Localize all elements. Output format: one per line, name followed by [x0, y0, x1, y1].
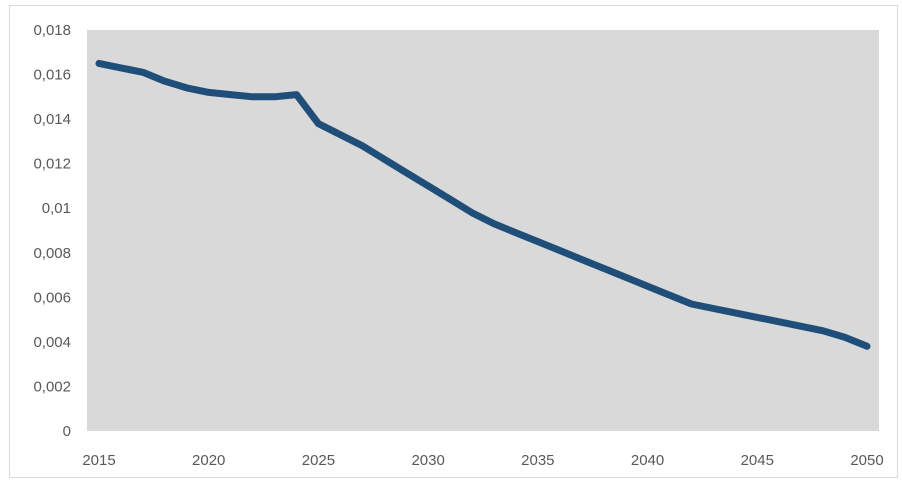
data-point	[469, 210, 475, 216]
data-point	[447, 196, 453, 202]
data-point	[315, 121, 321, 127]
data-point	[842, 334, 848, 340]
data-point	[162, 78, 168, 84]
y-tick-label: 0,008	[33, 245, 71, 262]
data-point	[645, 283, 651, 289]
data-point	[272, 94, 278, 100]
y-tick-label: 0,002	[33, 378, 71, 395]
data-point	[491, 221, 497, 227]
data-point	[601, 265, 607, 271]
data-point	[732, 310, 738, 316]
data-point	[688, 301, 694, 307]
series-layer	[95, 59, 871, 350]
data-point	[623, 274, 629, 280]
data-point	[293, 92, 299, 98]
data-point	[710, 305, 716, 311]
x-tick-label: 2015	[82, 452, 115, 469]
data-point	[425, 183, 431, 189]
y-tick-label: 0,018	[33, 22, 71, 39]
data-point	[403, 170, 409, 176]
data-point	[96, 60, 102, 66]
x-axis: 2015 2020 2025 2030 2035 2040 2045 2050	[82, 452, 883, 469]
data-point	[118, 65, 124, 71]
data-point	[798, 323, 804, 329]
x-tick-label: 2020	[192, 452, 225, 469]
x-tick-label: 2045	[741, 452, 774, 469]
data-point	[535, 239, 541, 245]
x-tick-label: 2050	[850, 452, 883, 469]
y-axis: 0 0,002 0,004 0,006 0,008 0,01 0,012 0,014 0,016…	[33, 22, 71, 440]
x-tick-label: 2025	[302, 452, 335, 469]
data-point	[359, 143, 365, 149]
data-point	[513, 230, 519, 236]
data-point	[579, 256, 585, 262]
data-point	[184, 85, 190, 91]
y-tick-label: 0,01	[42, 200, 71, 217]
data-point	[557, 248, 563, 254]
y-tick-label: 0,006	[33, 289, 71, 306]
data-point	[667, 292, 673, 298]
x-tick-label: 2035	[521, 452, 554, 469]
data-point	[228, 92, 234, 98]
x-tick-label: 2030	[411, 452, 444, 469]
x-tick-label: 2040	[631, 452, 664, 469]
y-tick-label: 0	[63, 423, 71, 440]
data-point	[754, 314, 760, 320]
data-point	[820, 328, 826, 334]
data-point	[381, 156, 387, 162]
data-point	[140, 69, 146, 75]
data-point	[206, 89, 212, 95]
data-point	[864, 343, 870, 349]
y-tick-label: 0,012	[33, 156, 71, 173]
series-line	[95, 59, 871, 350]
y-tick-label: 0,004	[33, 334, 71, 351]
data-point	[337, 132, 343, 138]
y-tick-label: 0,016	[33, 67, 71, 84]
y-tick-label: 0,014	[33, 111, 71, 128]
data-point	[776, 319, 782, 325]
data-point	[250, 94, 256, 100]
